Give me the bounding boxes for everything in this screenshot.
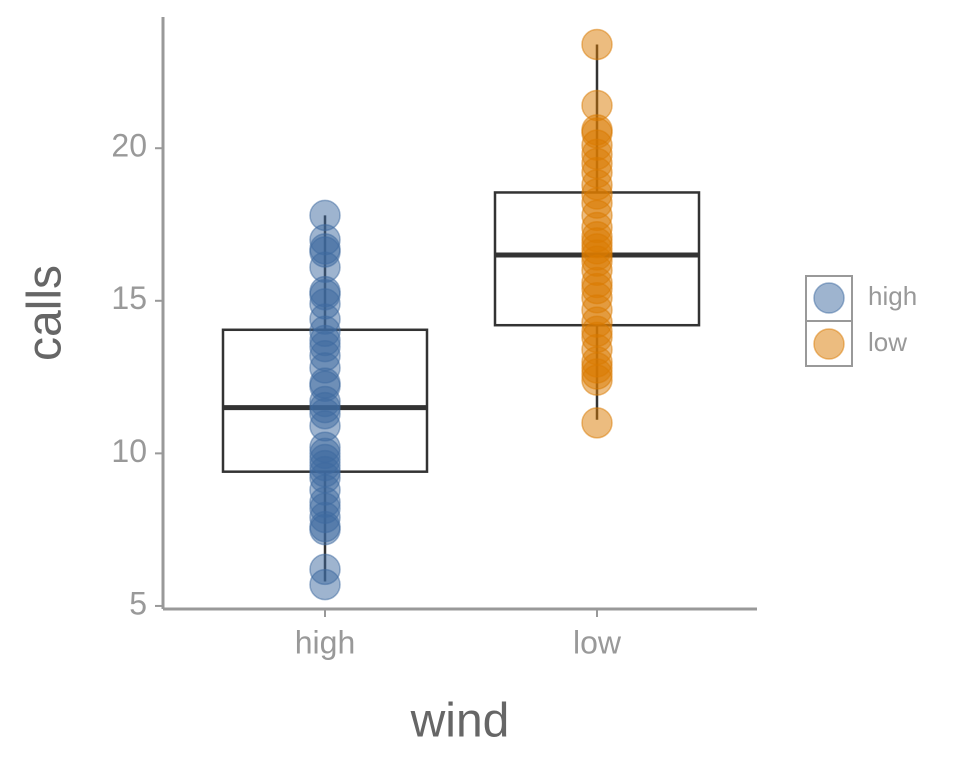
point: [581, 407, 613, 439]
point: [581, 364, 613, 396]
legend-swatch: [813, 328, 845, 360]
x-tick-label: high: [295, 624, 356, 660]
x-axis-title: wind: [410, 695, 510, 748]
y-tick-label: 15: [111, 280, 147, 316]
y-tick-label: 20: [111, 128, 147, 164]
point: [309, 513, 341, 546]
legend-swatch: [813, 282, 845, 314]
point: [581, 28, 613, 61]
legend-label: low: [868, 327, 907, 357]
point: [309, 568, 341, 601]
y-axis-title: calls: [19, 265, 72, 361]
y-tick-label: 10: [111, 433, 147, 469]
y-tick-label: 5: [129, 585, 147, 621]
legend-label: high: [868, 281, 917, 311]
x-tick-label: low: [573, 624, 622, 660]
